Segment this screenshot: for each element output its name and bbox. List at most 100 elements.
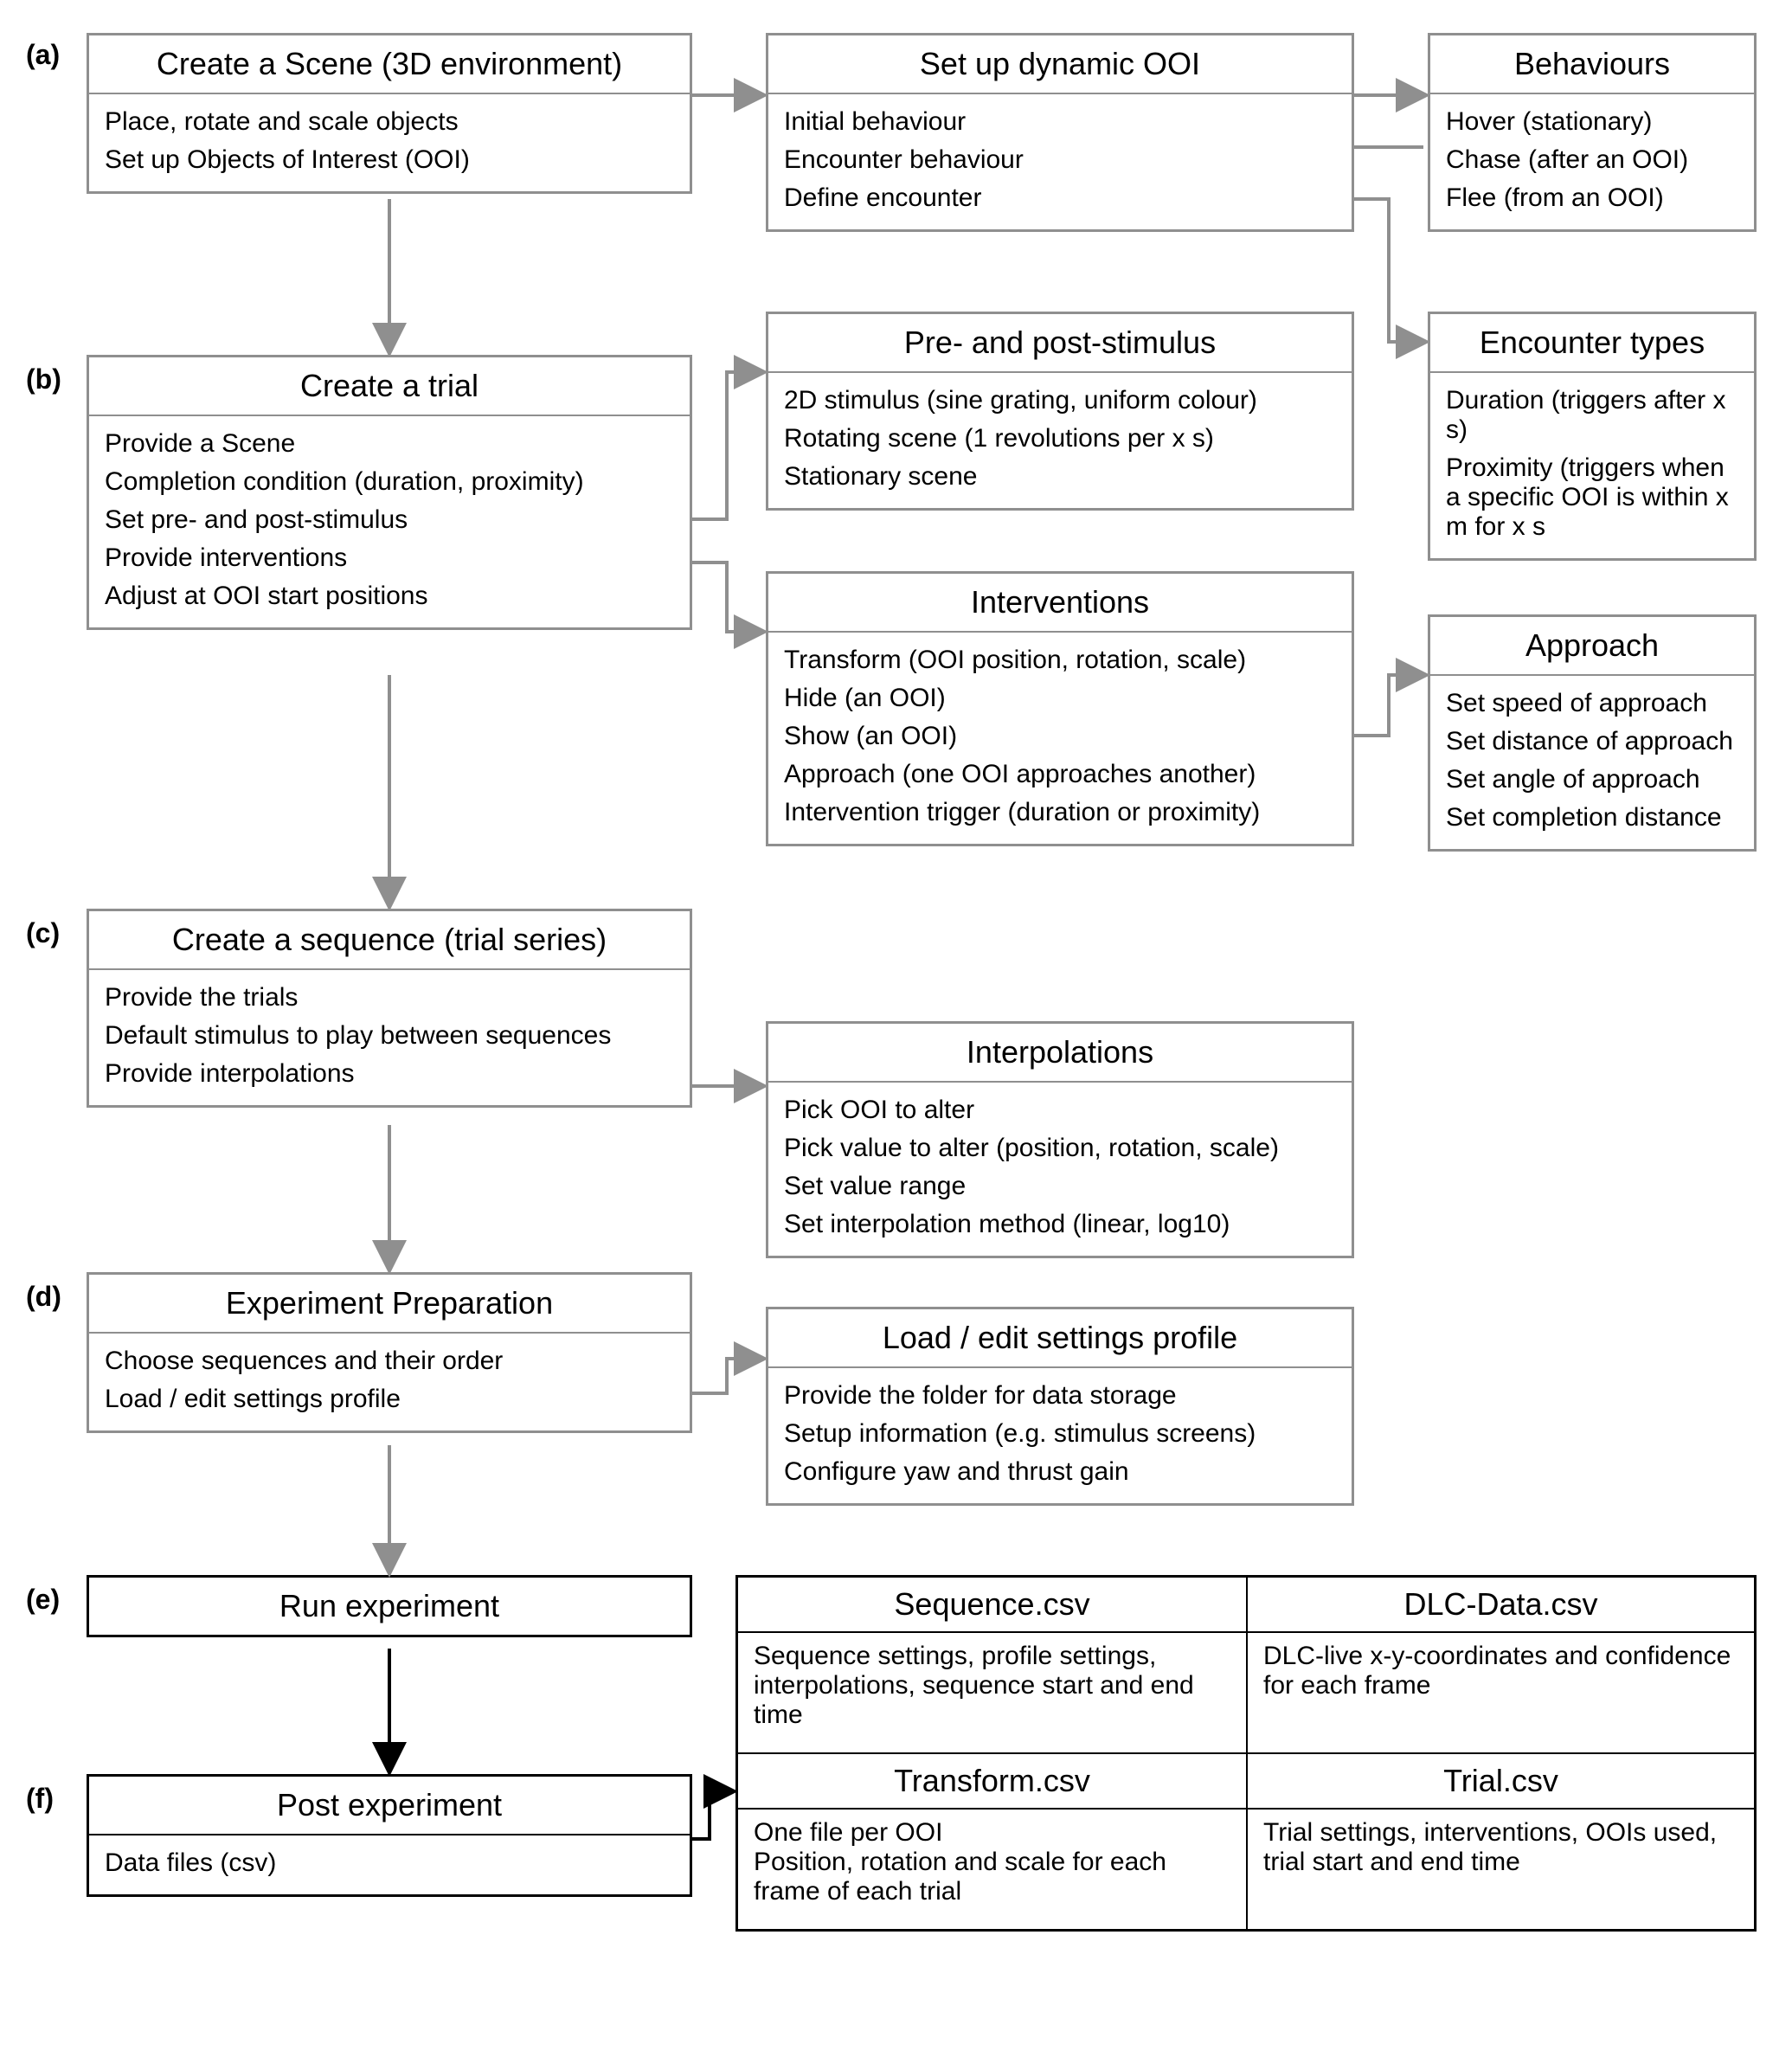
trial-items: Provide a SceneCompletion condition (dur… xyxy=(89,416,690,627)
scene-item-1: Set up Objects of Interest (OOI) xyxy=(105,141,674,179)
experiment_prep-item-0: Choose sequences and their order xyxy=(105,1342,674,1380)
interventions-box: Interventions Transform (OOI position, ro… xyxy=(766,571,1354,846)
post_experiment-items: Data files (csv) xyxy=(89,1835,690,1894)
post_experiment-item-0: Data files (csv) xyxy=(105,1844,674,1882)
trial-item-2: Set pre- and post-stimulus xyxy=(105,501,674,539)
sequence-items: Provide the trialsDefault stimulus to pl… xyxy=(89,970,690,1105)
prepost-items: 2D stimulus (sine grating, uniform colou… xyxy=(768,373,1352,508)
post_experiment-title: Post experiment xyxy=(89,1777,690,1835)
interpolations-title: Interpolations xyxy=(768,1024,1352,1083)
sequence-item-0: Provide the trials xyxy=(105,979,674,1017)
encounter_types-item-0: Duration (triggers after x s) xyxy=(1446,382,1738,449)
interpolations-item-3: Set interpolation method (linear, log10) xyxy=(784,1205,1336,1244)
section-label-c: (c) xyxy=(26,917,60,949)
section-label-a: (a) xyxy=(26,39,60,71)
scene-item-0: Place, rotate and scale objects xyxy=(105,103,674,141)
interventions-item-2: Show (an OOI) xyxy=(784,717,1336,755)
sequence-box: Create a sequence (trial series)Provide … xyxy=(87,909,692,1108)
table-header: DLC-Data.csv xyxy=(1246,1578,1754,1631)
behaviours-items: Hover (stationary)Chase (after an OOI)Fl… xyxy=(1430,94,1754,229)
interpolations-box: InterpolationsPick OOI to alterPick valu… xyxy=(766,1021,1354,1258)
output-files-table: Sequence.csvDLC-Data.csvSequence setting… xyxy=(735,1575,1757,1932)
settings_profile-box: Load / edit settings profileProvide the … xyxy=(766,1307,1354,1506)
approach-item-3: Set completion distance xyxy=(1446,799,1738,837)
arrow-11 xyxy=(692,1359,761,1393)
table-cell: Sequence settings, profile settings, int… xyxy=(738,1631,1246,1752)
sequence-item-1: Default stimulus to play between sequenc… xyxy=(105,1017,674,1055)
table-header: Trial.csv xyxy=(1246,1752,1754,1808)
interpolations-item-2: Set value range xyxy=(784,1167,1336,1205)
settings_profile-item-0: Provide the folder for data storage xyxy=(784,1377,1336,1415)
dynamic_ooi-box: Set up dynamic OOIInitial behaviourEncou… xyxy=(766,33,1354,232)
approach-item-2: Set angle of approach xyxy=(1446,761,1738,799)
arrow-14 xyxy=(692,1791,731,1839)
dynamic_ooi-item-0: Initial behaviour xyxy=(784,103,1336,141)
table-cell: One file per OOI Position, rotation and … xyxy=(738,1808,1246,1929)
flowchart-diagram: (a) (b) (c) (d) (e) (f) Create a Scene (3D env… xyxy=(26,26,1766,2044)
dynamic_ooi-title: Set up dynamic OOI xyxy=(768,35,1352,94)
arrow-6 xyxy=(692,562,761,632)
experiment_prep-box: Experiment PreparationChoose sequences a… xyxy=(87,1272,692,1433)
dynamic_ooi-items: Initial behaviourEncounter behaviourDefi… xyxy=(768,94,1352,229)
section-label-b: (b) xyxy=(26,363,61,395)
approach-item-1: Set distance of approach xyxy=(1446,723,1738,761)
post_experiment-box: Post experiment Data files (csv) xyxy=(87,1774,692,1897)
behaviours-title: Behaviours xyxy=(1430,35,1754,94)
prepost-item-1: Rotating scene (1 revolutions per x s) xyxy=(784,420,1336,458)
trial-item-3: Provide interventions xyxy=(105,539,674,577)
approach-item-0: Set speed of approach xyxy=(1446,685,1738,723)
interventions-items: Transform (OOI position, rotation, scale… xyxy=(768,633,1352,844)
interpolations-item-0: Pick OOI to alter xyxy=(784,1091,1336,1129)
section-label-e: (e) xyxy=(26,1584,60,1616)
table-header: Sequence.csv xyxy=(738,1578,1246,1631)
prepost-box: Pre- and post-stimulus 2D stimulus (sine … xyxy=(766,312,1354,511)
behaviours-item-0: Hover (stationary) xyxy=(1446,103,1738,141)
interpolations-item-1: Pick value to alter (position, rotation,… xyxy=(784,1129,1336,1167)
encounter_types-box: Encounter typesDuration (triggers after … xyxy=(1428,312,1757,561)
settings_profile-items: Provide the folder for data storageSetup… xyxy=(768,1368,1352,1503)
settings_profile-item-2: Configure yaw and thrust gain xyxy=(784,1453,1336,1491)
trial-item-0: Provide a Scene xyxy=(105,425,674,463)
arrow-7 xyxy=(1354,675,1423,736)
interventions-title: Interventions xyxy=(768,574,1352,633)
arrow-3 xyxy=(1354,199,1423,342)
dynamic_ooi-item-2: Define encounter xyxy=(784,179,1336,217)
behaviours-item-2: Flee (from an OOI) xyxy=(1446,179,1738,217)
sequence-item-2: Provide interpolations xyxy=(105,1055,674,1093)
experiment_prep-title: Experiment Preparation xyxy=(89,1275,690,1334)
prepost-title: Pre- and post-stimulus xyxy=(768,314,1352,373)
interventions-item-3: Approach (one OOI approaches another) xyxy=(784,755,1336,794)
prepost-item-0: 2D stimulus (sine grating, uniform colou… xyxy=(784,382,1336,420)
interventions-item-4: Intervention trigger (duration or proxim… xyxy=(784,794,1336,832)
arrow-5 xyxy=(692,372,761,519)
settings_profile-title: Load / edit settings profile xyxy=(768,1309,1352,1368)
section-label-f: (f) xyxy=(26,1783,54,1815)
behaviours-item-1: Chase (after an OOI) xyxy=(1446,141,1738,179)
experiment_prep-item-1: Load / edit settings profile xyxy=(105,1380,674,1418)
encounter_types-item-1: Proximity (triggers when a specific OOI … xyxy=(1446,449,1738,546)
behaviours-box: BehavioursHover (stationary)Chase (after… xyxy=(1428,33,1757,232)
run_experiment-title: Run experiment xyxy=(89,1578,690,1635)
encounter_types-items: Duration (triggers after x s)Proximity (… xyxy=(1430,373,1754,558)
interventions-item-0: Transform (OOI position, rotation, scale… xyxy=(784,641,1336,679)
scene-items: Place, rotate and scale objectsSet up Ob… xyxy=(89,94,690,191)
table-cell: Trial settings, interventions, OOIs used… xyxy=(1246,1808,1754,1929)
approach-title: Approach xyxy=(1430,617,1754,676)
sequence-title: Create a sequence (trial series) xyxy=(89,911,690,970)
section-label-d: (d) xyxy=(26,1281,61,1313)
scene-title: Create a Scene (3D environment) xyxy=(89,35,690,94)
trial-item-4: Adjust at OOI start positions xyxy=(105,577,674,615)
trial-box: Create a trialProvide a SceneCompletion … xyxy=(87,355,692,630)
prepost-item-2: Stationary scene xyxy=(784,458,1336,496)
interventions-item-1: Hide (an OOI) xyxy=(784,679,1336,717)
trial-item-1: Completion condition (duration, proximit… xyxy=(105,463,674,501)
table-header: Transform.csv xyxy=(738,1752,1246,1808)
run_experiment-box: Run experiment xyxy=(87,1575,692,1637)
interpolations-items: Pick OOI to alterPick value to alter (po… xyxy=(768,1083,1352,1256)
settings_profile-item-1: Setup information (e.g. stimulus screens… xyxy=(784,1415,1336,1453)
table-cell: DLC-live x-y-coordinates and confidence … xyxy=(1246,1631,1754,1752)
approach-box: Approach Set speed of approachSet distanc… xyxy=(1428,614,1757,852)
scene-box: Create a Scene (3D environment)Place, ro… xyxy=(87,33,692,194)
experiment_prep-items: Choose sequences and their orderLoad / e… xyxy=(89,1334,690,1430)
encounter_types-title: Encounter types xyxy=(1430,314,1754,373)
